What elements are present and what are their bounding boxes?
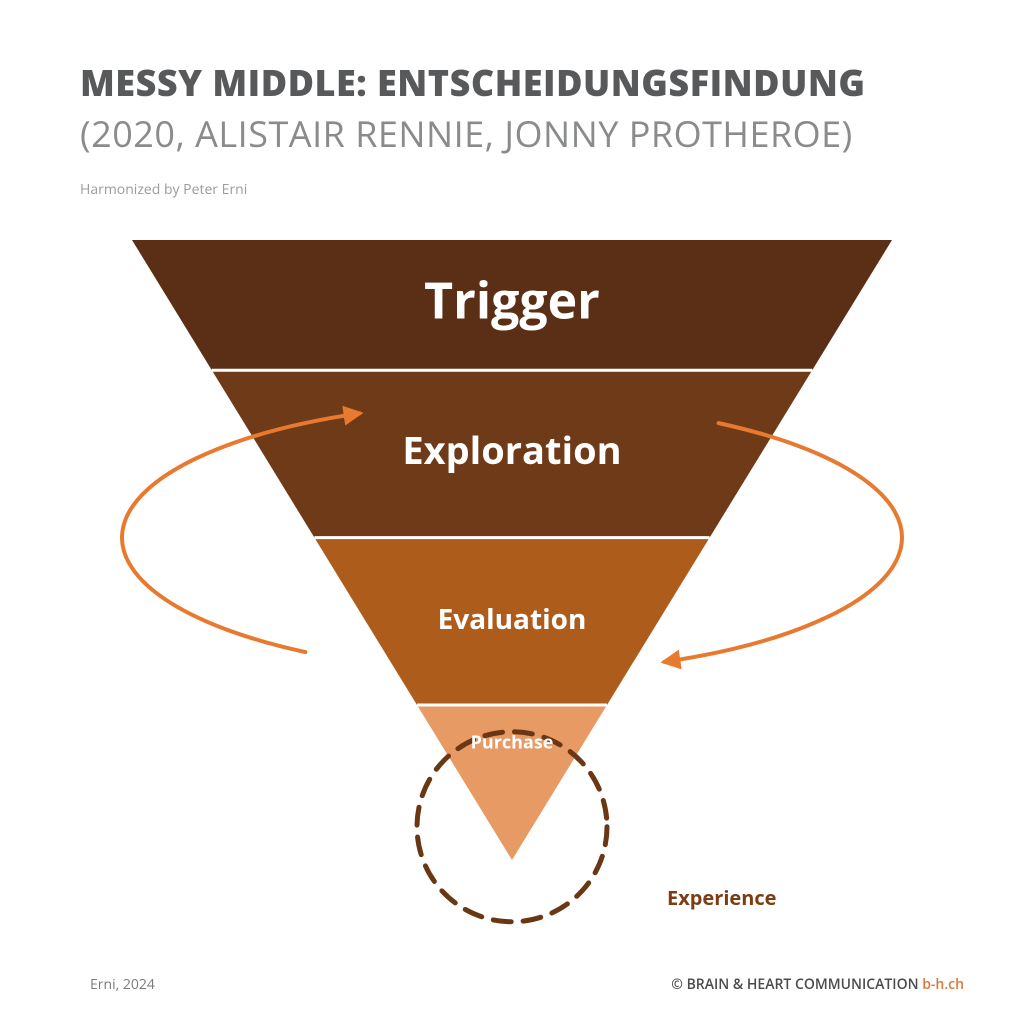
funnel-label-trigger: Trigger xyxy=(424,265,600,333)
header: MESSY MIDDLE: ENTSCHEIDUNGSFINDUNG (2020… xyxy=(80,58,944,199)
harmonized-by: Harmonized by Peter Erni xyxy=(80,180,944,199)
footer-copyright: © BRAIN & HEART COMMUNICATION b-h.ch xyxy=(671,975,964,994)
footer-credit: Erni, 2024 xyxy=(90,975,155,994)
footer-org: © BRAIN & HEART COMMUNICATION xyxy=(671,975,922,994)
funnel-label-purchase: Purchase xyxy=(471,731,554,755)
footer-link: b-h.ch xyxy=(922,975,964,994)
funnel-diagram: Experience Trigger Exploration Evaluation P… xyxy=(0,220,1024,940)
funnel-label-exploration: Exploration xyxy=(402,424,621,476)
experience-label: Experience xyxy=(667,884,776,911)
funnel-band-purchase xyxy=(417,705,607,860)
title-sub: (2020, ALISTAIR RENNIE, JONNY PROTHEROE) xyxy=(80,109,944,158)
footer: Erni, 2024 © BRAIN & HEART COMMUNICATION… xyxy=(90,975,964,994)
funnel-label-evaluation: Evaluation xyxy=(438,600,587,638)
title-main: MESSY MIDDLE: ENTSCHEIDUNGSFINDUNG xyxy=(80,58,944,107)
